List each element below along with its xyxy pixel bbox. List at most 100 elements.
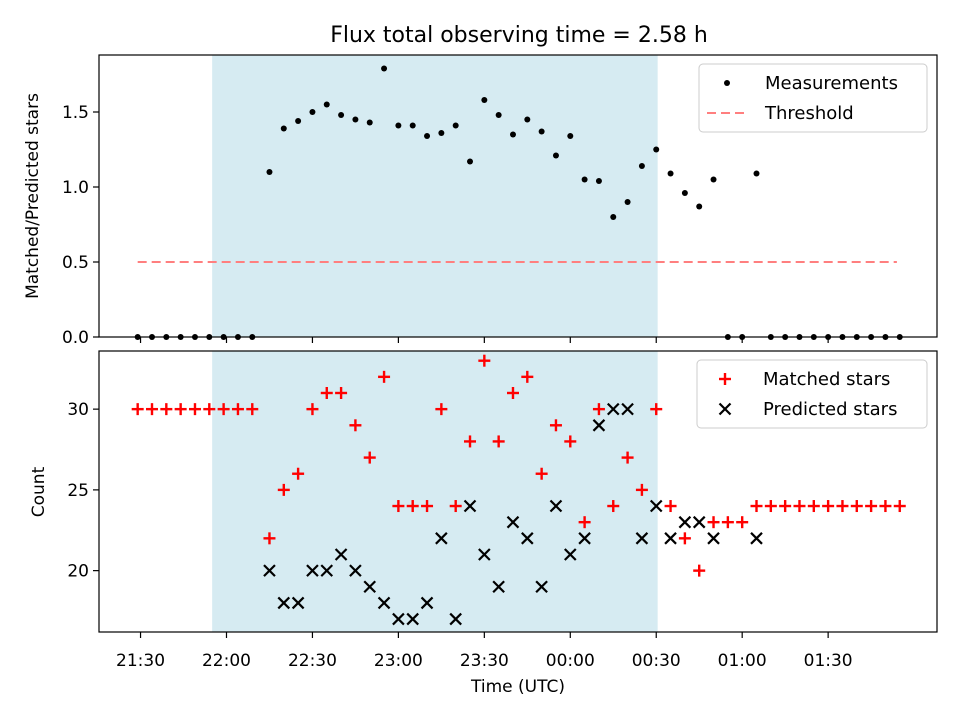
matched-star-point bbox=[246, 403, 259, 416]
y-axis-label-ratio: Matched/Predicted stars bbox=[23, 93, 43, 299]
measurement-point bbox=[552, 152, 559, 159]
matched-star-point bbox=[277, 483, 290, 496]
predicted-star-point bbox=[263, 564, 276, 577]
predicted-star-stroke-b bbox=[291, 596, 305, 610]
measurement-point bbox=[667, 170, 674, 177]
matched-star-point bbox=[664, 500, 677, 513]
predicted-star-point bbox=[277, 596, 291, 610]
x-tick-label: 23:00 bbox=[374, 651, 423, 671]
predicted-star-point bbox=[649, 499, 663, 513]
matched-star-point bbox=[850, 500, 863, 513]
matched-star-point bbox=[549, 419, 562, 432]
matched-star-point bbox=[693, 564, 706, 577]
predicted-star-point bbox=[291, 596, 305, 610]
predicted-star-point bbox=[707, 532, 720, 545]
predicted-star-point bbox=[306, 564, 319, 577]
matched-star-point bbox=[650, 403, 663, 416]
measurement-point bbox=[595, 178, 602, 184]
predicted-star-stroke-b bbox=[707, 532, 720, 545]
measurement-point bbox=[323, 101, 330, 108]
measurement-point bbox=[610, 214, 617, 220]
x-tick-label: 22:30 bbox=[288, 651, 337, 671]
legend-marker bbox=[718, 402, 732, 416]
predicted-star-point bbox=[564, 548, 577, 561]
measurement-point bbox=[753, 170, 760, 177]
measurement-point bbox=[638, 163, 645, 169]
measurement-point bbox=[266, 169, 273, 175]
predicted-star-point bbox=[621, 402, 634, 416]
matched-star-point bbox=[750, 500, 763, 513]
measurement-point bbox=[681, 190, 688, 196]
predicted-star-stroke-b bbox=[664, 532, 677, 545]
predicted-star-stroke-b bbox=[521, 532, 534, 545]
x-axis-ticks: 21:30 22:00 22:30 23:00 23:30 00:00 00:30 01:00… bbox=[116, 651, 853, 671]
plot-frame bbox=[98, 54, 938, 338]
predicted-star-point bbox=[606, 402, 620, 416]
matched-star-point bbox=[822, 500, 835, 513]
predicted-star-point bbox=[535, 580, 548, 594]
legend-item: Predicted stars bbox=[718, 399, 897, 420]
matched-star-point bbox=[217, 403, 230, 416]
matched-star-point bbox=[174, 403, 187, 416]
x-tick-label: 00:30 bbox=[632, 651, 681, 671]
x-tick-label: 00:00 bbox=[546, 651, 595, 671]
predicted-star-point bbox=[549, 499, 563, 513]
predicted-star-point bbox=[521, 532, 534, 545]
measurement-point bbox=[567, 133, 574, 139]
predicted-star-point bbox=[750, 532, 763, 545]
measurement-point bbox=[495, 112, 502, 118]
x-tick-label: 22:00 bbox=[202, 651, 251, 671]
matched-star-point bbox=[160, 403, 173, 416]
predicted-star-stroke-b bbox=[535, 580, 548, 594]
predicted-star-point bbox=[492, 580, 505, 594]
predicted-star-point bbox=[377, 596, 391, 610]
legend-item: Threshold bbox=[707, 103, 854, 124]
predicted-star-stroke-b bbox=[606, 402, 620, 416]
series-matched-stars bbox=[131, 354, 906, 577]
matched-star-point bbox=[865, 500, 878, 513]
measurement-point bbox=[624, 199, 631, 205]
y-axis-label-count: Count bbox=[29, 466, 49, 517]
y-tick-label: 25 bbox=[67, 481, 89, 501]
matched-star-point bbox=[592, 403, 605, 416]
legend-label: Threshold bbox=[764, 103, 854, 124]
measurement-point bbox=[481, 97, 488, 103]
matched-star-point bbox=[363, 451, 376, 464]
matched-star-point bbox=[392, 500, 405, 513]
plot-frame bbox=[98, 350, 938, 633]
matched-star-point bbox=[779, 500, 792, 513]
predicted-star-point bbox=[320, 564, 334, 577]
predicted-star-point bbox=[578, 532, 591, 545]
matched-star-point bbox=[435, 403, 448, 416]
matched-star-point bbox=[506, 386, 519, 399]
measurement-point bbox=[538, 128, 545, 135]
matched-star-point bbox=[146, 403, 159, 416]
legend-box bbox=[698, 63, 928, 133]
predicted-star-point bbox=[392, 612, 405, 626]
x-axis-label: Time (UTC) bbox=[470, 677, 565, 697]
predicted-star-stroke-b bbox=[592, 419, 606, 432]
matched-star-point bbox=[635, 483, 648, 496]
legend-panel-1: Matched stars Predicted stars bbox=[696, 359, 928, 429]
legend-box bbox=[696, 359, 928, 429]
predicted-star-stroke-b bbox=[750, 532, 763, 545]
matched-star-point bbox=[188, 403, 201, 416]
matched-star-point bbox=[607, 500, 620, 513]
predicted-star-stroke-b bbox=[263, 564, 276, 577]
measurement-point bbox=[338, 112, 345, 118]
predicted-star-stroke-b bbox=[377, 596, 391, 610]
y-tick-label: 1.5 bbox=[62, 103, 89, 123]
y-tick-label: 30 bbox=[67, 400, 89, 420]
legend-label: Measurements bbox=[765, 73, 898, 94]
predicted-star-stroke-b bbox=[420, 596, 434, 610]
matched-star-point bbox=[678, 532, 691, 545]
matched-star-point bbox=[320, 386, 333, 399]
matched-star-point bbox=[421, 500, 434, 513]
predicted-star-point bbox=[449, 612, 462, 626]
count-panel: 20 25 30 bbox=[67, 350, 938, 638]
measurement-point bbox=[696, 203, 703, 210]
predicted-star-stroke-b bbox=[506, 515, 520, 529]
predicted-star-stroke-b bbox=[492, 580, 505, 594]
measurement-point bbox=[509, 131, 516, 138]
